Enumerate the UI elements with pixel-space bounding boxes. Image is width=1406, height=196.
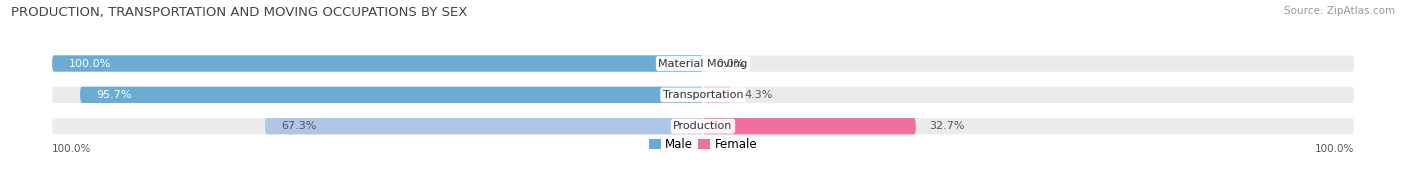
Text: 100.0%: 100.0% — [69, 58, 111, 69]
FancyBboxPatch shape — [264, 118, 703, 134]
Text: Transportation: Transportation — [662, 90, 744, 100]
Text: 32.7%: 32.7% — [929, 121, 965, 131]
Legend: Male, Female: Male, Female — [644, 133, 762, 156]
FancyBboxPatch shape — [703, 118, 915, 134]
Text: 100.0%: 100.0% — [52, 144, 91, 154]
Text: 95.7%: 95.7% — [97, 90, 132, 100]
FancyBboxPatch shape — [52, 55, 1354, 72]
FancyBboxPatch shape — [80, 87, 703, 103]
Text: Material Moving: Material Moving — [658, 58, 748, 69]
Text: PRODUCTION, TRANSPORTATION AND MOVING OCCUPATIONS BY SEX: PRODUCTION, TRANSPORTATION AND MOVING OC… — [11, 6, 468, 19]
FancyBboxPatch shape — [52, 87, 1354, 103]
Text: 67.3%: 67.3% — [281, 121, 316, 131]
Text: 100.0%: 100.0% — [1315, 144, 1354, 154]
FancyBboxPatch shape — [52, 118, 1354, 134]
Text: 4.3%: 4.3% — [744, 90, 772, 100]
FancyBboxPatch shape — [703, 87, 731, 103]
Text: 0.0%: 0.0% — [716, 58, 744, 69]
FancyBboxPatch shape — [52, 55, 703, 72]
Text: Production: Production — [673, 121, 733, 131]
Text: Source: ZipAtlas.com: Source: ZipAtlas.com — [1284, 6, 1395, 16]
